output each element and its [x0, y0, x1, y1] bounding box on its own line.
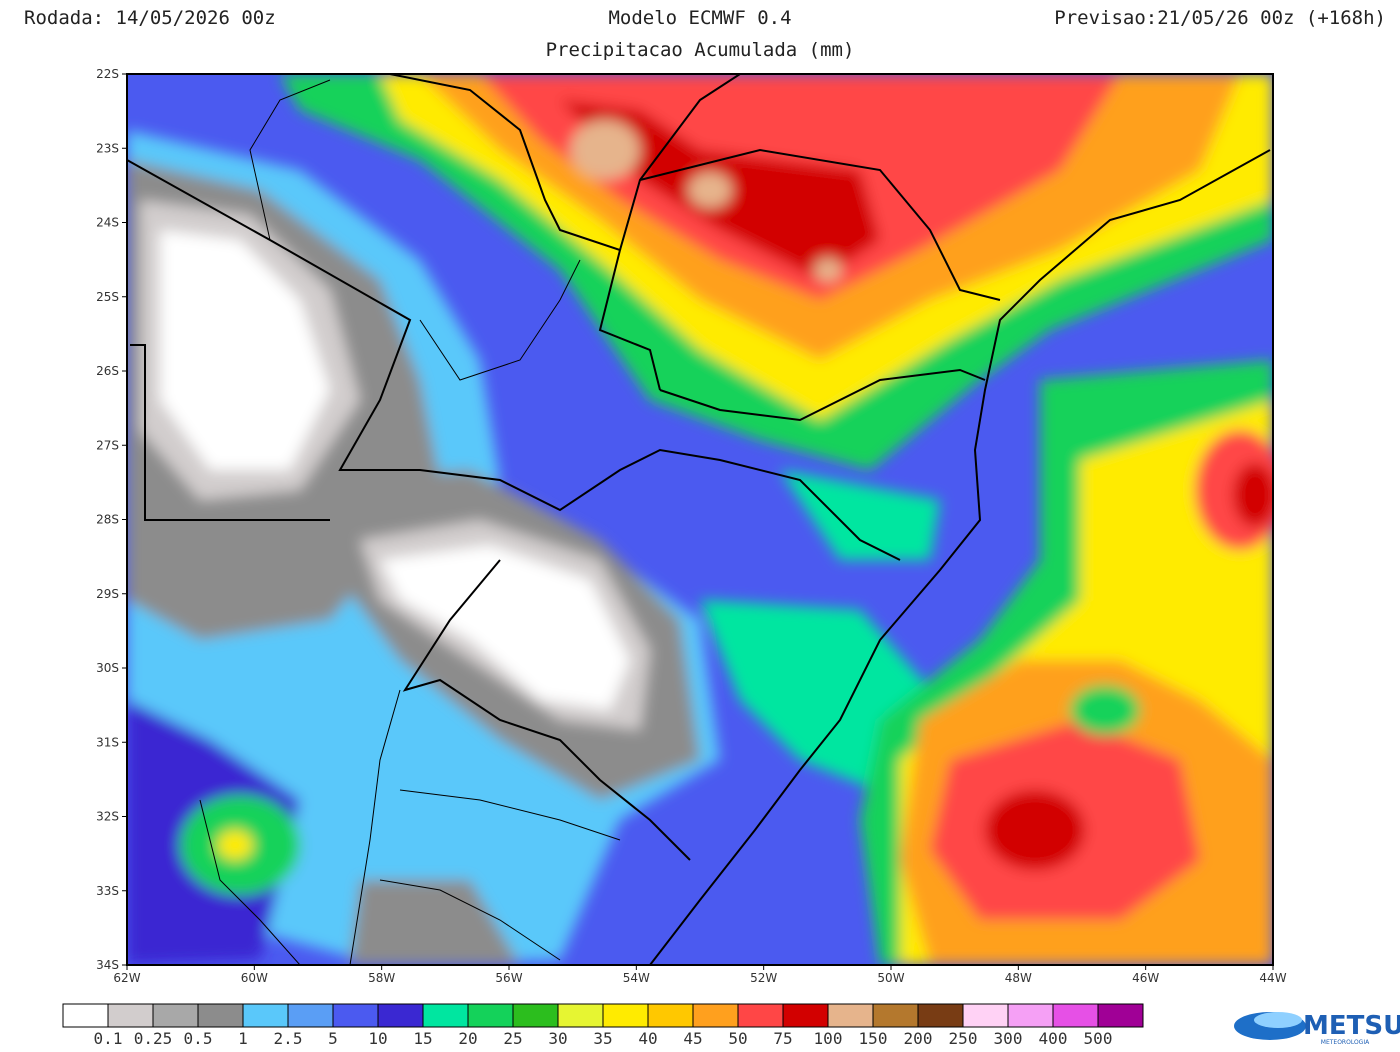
forecast-label: Previsao:21/05/26 00z (+168h) [1054, 7, 1386, 29]
lat-label: 29S [96, 587, 119, 601]
colorbar-swatch [377, 1003, 424, 1028]
lat-label: 25S [96, 290, 119, 304]
lat-label: 23S [96, 141, 119, 155]
colorbar-swatch [287, 1003, 334, 1028]
lon-label: 56W [495, 971, 522, 985]
logo-tagline: METEOROLOGIA [1321, 1039, 1370, 1046]
colorbar-swatch [602, 1003, 649, 1028]
colorbar-label: 45 [683, 1029, 702, 1048]
colorbar-label: 20 [458, 1029, 477, 1048]
lat-label: 24S [96, 216, 119, 230]
logo: METSUL METEOROLOGIA [1234, 1011, 1400, 1046]
colorbar-label: 300 [994, 1029, 1023, 1048]
colorbar-swatch [872, 1003, 919, 1028]
colorbar-swatch [557, 1003, 604, 1028]
colorbar-label: 50 [728, 1029, 747, 1048]
lon-label: 62W [113, 971, 140, 985]
subtitle: Precipitacao Acumulada (mm) [546, 39, 855, 61]
colorbar-label: 400 [1039, 1029, 1068, 1048]
lon-label: 54W [623, 971, 650, 985]
colorbar-label: 30 [548, 1029, 567, 1048]
colorbar-label: 0.25 [134, 1029, 173, 1048]
colorbar-label: 200 [904, 1029, 933, 1048]
lon-label: 60W [241, 971, 268, 985]
lat-label: 28S [96, 513, 119, 527]
colorbar-label: 40 [638, 1029, 657, 1048]
colorbar-label: 100 [814, 1029, 843, 1048]
colorbar-swatch [1097, 1003, 1144, 1028]
colorbar-label: 0.1 [94, 1029, 123, 1048]
colorbar-swatch [962, 1003, 1009, 1028]
colorbar-label: 75 [773, 1029, 792, 1048]
colorbar-swatch [1052, 1003, 1099, 1028]
logo-name: METSUL [1303, 1011, 1400, 1041]
lat-label: 26S [96, 364, 119, 378]
lon-label: 50W [877, 971, 904, 985]
run-label: Rodada: 14/05/2026 00z [24, 7, 276, 29]
colorbar-swatch [1007, 1003, 1054, 1028]
colorbar-label: 15 [413, 1029, 432, 1048]
colorbar-swatch [422, 1003, 469, 1028]
colorbar-swatch [197, 1003, 244, 1028]
lon-label: 48W [1005, 971, 1032, 985]
lat-label: 34S [96, 958, 119, 972]
lat-label: 32S [96, 810, 119, 824]
colorbar-swatch [467, 1003, 514, 1028]
colorbar-label: 2.5 [274, 1029, 303, 1048]
colorbar-label: 35 [593, 1029, 612, 1048]
colorbar-swatch [107, 1003, 154, 1028]
colorbar-label: 5 [328, 1029, 338, 1048]
colorbar-swatch [692, 1003, 739, 1028]
lat-label: 27S [96, 438, 119, 452]
colorbar-label: 500 [1084, 1029, 1113, 1048]
colorbar-swatch [737, 1003, 784, 1028]
lat-label: 30S [96, 661, 119, 675]
model-label: Modelo ECMWF 0.4 [608, 7, 791, 29]
lon-label: 46W [1132, 971, 1159, 985]
lon-label: 52W [750, 971, 777, 985]
colorbar-swatch [647, 1003, 694, 1028]
lat-label: 31S [96, 735, 119, 749]
colorbar-label: 0.5 [184, 1029, 213, 1048]
colorbar-swatch [512, 1003, 559, 1028]
colorbar-label: 25 [503, 1029, 522, 1048]
lon-label: 58W [368, 971, 395, 985]
precipitation-field [127, 74, 1273, 965]
colorbar-swatch [152, 1003, 199, 1028]
colorbar-swatch [62, 1003, 109, 1028]
colorbar-swatch [332, 1003, 379, 1028]
lat-label: 33S [96, 884, 119, 898]
colorbar-label: 1 [238, 1029, 248, 1048]
colorbar-label: 10 [368, 1029, 387, 1048]
colorbar-swatch [242, 1003, 289, 1028]
lat-label: 22S [96, 67, 119, 81]
colorbar-label: 150 [859, 1029, 888, 1048]
colorbar-label: 250 [949, 1029, 978, 1048]
colorbar-swatch [917, 1003, 964, 1028]
colorbar-swatch [827, 1003, 874, 1028]
colorbar-swatch [782, 1003, 829, 1028]
lon-label: 44W [1259, 971, 1286, 985]
